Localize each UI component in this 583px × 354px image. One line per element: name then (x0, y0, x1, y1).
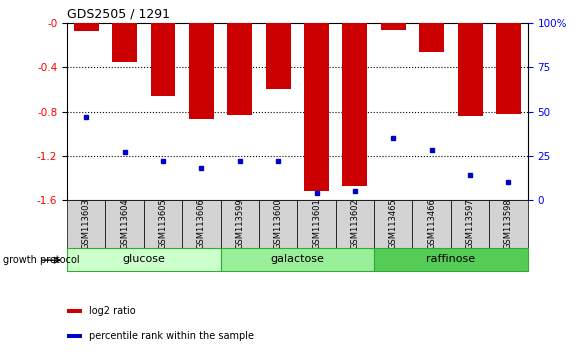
Text: GSM113465: GSM113465 (389, 199, 398, 249)
Text: percentile rank within the sample: percentile rank within the sample (89, 331, 254, 341)
Text: GDS2505 / 1291: GDS2505 / 1291 (67, 7, 170, 21)
Bar (220, 200, 259, 248)
Text: raffinose: raffinose (426, 254, 475, 264)
Bar (74, 23, 99, 31)
Text: log2 ratio: log2 ratio (89, 306, 135, 316)
Bar (144, 200, 182, 248)
Bar (496, 23, 521, 114)
Text: GSM113605: GSM113605 (159, 199, 167, 249)
Text: GSM113466: GSM113466 (427, 199, 436, 249)
Text: GSM113606: GSM113606 (197, 199, 206, 249)
Bar (227, 23, 252, 115)
Text: GSM113600: GSM113600 (273, 199, 283, 249)
Bar (266, 23, 290, 89)
Bar (374, 200, 412, 248)
Text: GSM113603: GSM113603 (82, 199, 91, 249)
Bar (189, 23, 214, 119)
Text: glucose: glucose (122, 254, 165, 264)
Bar (259, 200, 297, 248)
Bar (182, 200, 220, 248)
Text: GSM113601: GSM113601 (312, 199, 321, 249)
Bar (489, 200, 528, 248)
Bar (67, 334, 82, 338)
Bar (67, 308, 82, 313)
Bar (451, 200, 489, 248)
Bar (297, 200, 336, 248)
Bar (67, 248, 220, 271)
Text: GSM113602: GSM113602 (350, 199, 359, 249)
Bar (304, 23, 329, 191)
Bar (220, 248, 374, 271)
Bar (112, 23, 137, 62)
Bar (106, 200, 144, 248)
Bar (412, 200, 451, 248)
Bar (67, 200, 106, 248)
Text: GSM113598: GSM113598 (504, 199, 513, 249)
Bar (419, 23, 444, 52)
Bar (150, 23, 175, 96)
Text: GSM113599: GSM113599 (236, 199, 244, 249)
Text: GSM113604: GSM113604 (120, 199, 129, 249)
Bar (374, 248, 528, 271)
Text: GSM113597: GSM113597 (466, 199, 475, 249)
Text: galactose: galactose (271, 254, 324, 264)
Bar (336, 200, 374, 248)
Text: growth protocol: growth protocol (3, 255, 79, 265)
Bar (381, 23, 406, 30)
Bar (342, 23, 367, 185)
Bar (458, 23, 483, 116)
